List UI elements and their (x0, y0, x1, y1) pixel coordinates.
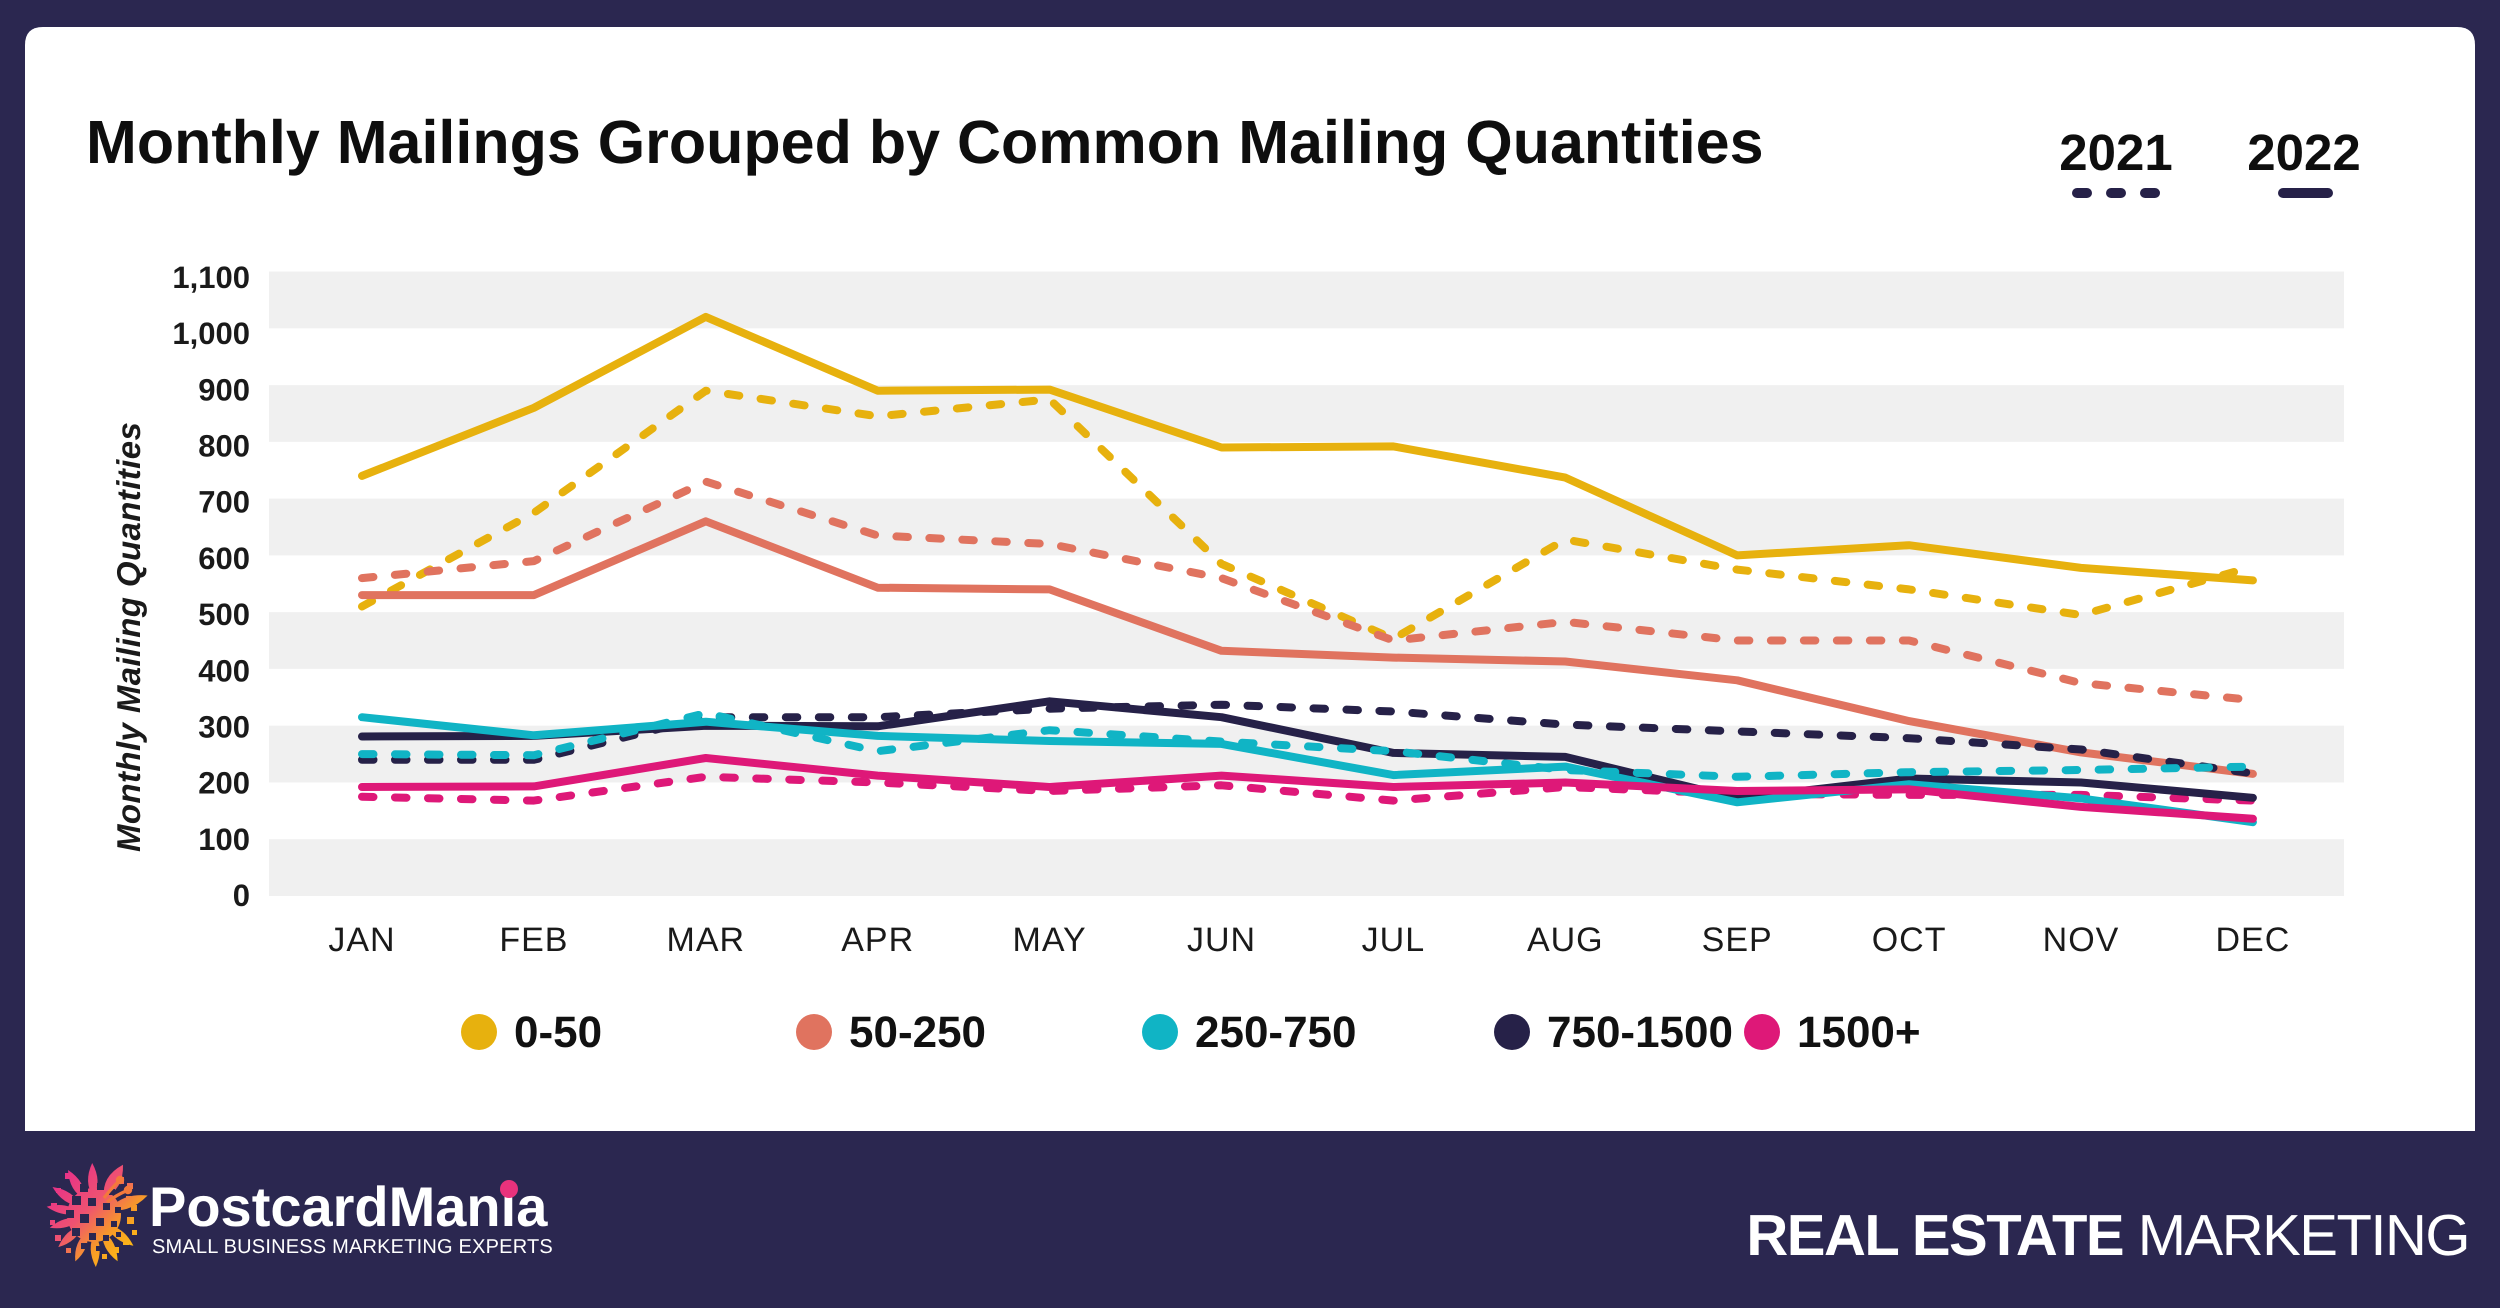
svg-text:2021: 2021 (2059, 124, 2172, 181)
svg-text:100: 100 (198, 822, 250, 857)
svg-text:50-250: 50-250 (849, 1008, 986, 1057)
svg-text:250-750: 250-750 (1195, 1008, 1356, 1057)
svg-text:PostcardMania: PostcardMania (149, 1175, 548, 1238)
svg-text:400: 400 (198, 653, 250, 688)
svg-text:200: 200 (198, 766, 250, 801)
svg-text:NOV: NOV (2043, 921, 2120, 959)
svg-text:MAY: MAY (1013, 921, 1087, 959)
svg-text:REAL ESTATE MARKETING: REAL ESTATE MARKETING (1746, 1203, 2469, 1268)
svg-text:1500+: 1500+ (1797, 1008, 1921, 1057)
svg-text:FEB: FEB (499, 921, 568, 959)
svg-text:Monthly Mailings Grouped by Co: Monthly Mailings Grouped by Common Maili… (86, 108, 1764, 176)
svg-text:SMALL BUSINESS MARKETING EXPER: SMALL BUSINESS MARKETING EXPERTS (152, 1236, 553, 1258)
svg-text:900: 900 (198, 372, 250, 407)
svg-text:700: 700 (198, 485, 250, 520)
svg-text:2022: 2022 (2247, 124, 2360, 181)
svg-text:500: 500 (198, 597, 250, 632)
svg-text:300: 300 (198, 709, 250, 744)
svg-text:AUG: AUG (1527, 921, 1604, 959)
svg-text:SEP: SEP (1702, 921, 1773, 959)
svg-text:JUL: JUL (1362, 921, 1425, 959)
svg-text:Monthly Mailing Quantities: Monthly Mailing Quantities (110, 422, 147, 852)
svg-text:1,000: 1,000 (172, 316, 250, 351)
svg-text:MAR: MAR (667, 921, 746, 959)
svg-text:750-1500: 750-1500 (1547, 1008, 1733, 1057)
svg-text:0-50: 0-50 (514, 1008, 602, 1057)
svg-text:0: 0 (233, 878, 250, 913)
svg-text:OCT: OCT (1872, 921, 1947, 959)
svg-text:APR: APR (841, 921, 914, 959)
svg-text:600: 600 (198, 541, 250, 576)
svg-text:800: 800 (198, 429, 250, 464)
svg-text:1,100: 1,100 (172, 260, 250, 295)
svg-text:DEC: DEC (2216, 921, 2291, 959)
svg-text:JAN: JAN (328, 921, 395, 959)
svg-text:JUN: JUN (1187, 921, 1256, 959)
